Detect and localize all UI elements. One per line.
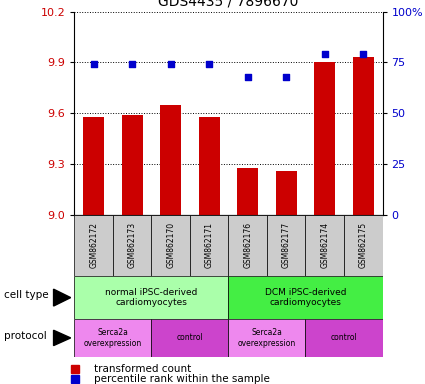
Text: GSM862171: GSM862171 [205, 222, 214, 268]
Text: control: control [331, 333, 357, 343]
Bar [74, 215, 113, 276]
Text: GSM862174: GSM862174 [320, 222, 329, 268]
Text: normal iPSC-derived
cardiomyocytes: normal iPSC-derived cardiomyocytes [105, 288, 198, 307]
Title: GDS4435 / 7896670: GDS4435 / 7896670 [158, 0, 299, 9]
Text: transformed count: transformed count [94, 364, 192, 374]
Point [321, 51, 328, 57]
Text: control: control [176, 333, 203, 343]
Text: DCM iPSC-derived
cardiomyocytes: DCM iPSC-derived cardiomyocytes [265, 288, 346, 307]
Point [206, 61, 212, 68]
Bar [229, 276, 382, 319]
Bar [229, 319, 306, 357]
Bar [190, 215, 229, 276]
Bar [276, 171, 297, 215]
Text: GSM862170: GSM862170 [166, 222, 175, 268]
Bar [229, 215, 267, 276]
Bar [113, 215, 151, 276]
Point [129, 61, 136, 68]
Polygon shape [54, 289, 71, 306]
Bar [306, 319, 382, 357]
Point [283, 74, 289, 80]
Text: GSM862173: GSM862173 [128, 222, 137, 268]
Text: GSM862177: GSM862177 [282, 222, 291, 268]
Point [90, 61, 97, 68]
Bar [353, 57, 374, 215]
Text: cell type: cell type [4, 290, 49, 301]
Bar [83, 117, 104, 215]
Text: protocol: protocol [4, 331, 47, 341]
Bar [160, 105, 181, 215]
Text: Serca2a
overexpression: Serca2a overexpression [238, 328, 296, 348]
Bar [237, 167, 258, 215]
Text: percentile rank within the sample: percentile rank within the sample [94, 374, 270, 384]
Polygon shape [54, 330, 71, 346]
Point [244, 74, 251, 80]
Text: Serca2a
overexpression: Serca2a overexpression [84, 328, 142, 348]
Text: GSM862175: GSM862175 [359, 222, 368, 268]
Bar [74, 319, 151, 357]
Bar [74, 276, 229, 319]
Bar [198, 117, 220, 215]
Bar [314, 62, 335, 215]
Bar [151, 215, 190, 276]
Bar [344, 215, 383, 276]
Bar [267, 215, 306, 276]
Text: GSM862176: GSM862176 [243, 222, 252, 268]
Bar [122, 115, 143, 215]
Bar [151, 319, 229, 357]
Point [360, 51, 367, 57]
Bar [306, 215, 344, 276]
Text: GSM862172: GSM862172 [89, 222, 98, 268]
Point [167, 61, 174, 68]
